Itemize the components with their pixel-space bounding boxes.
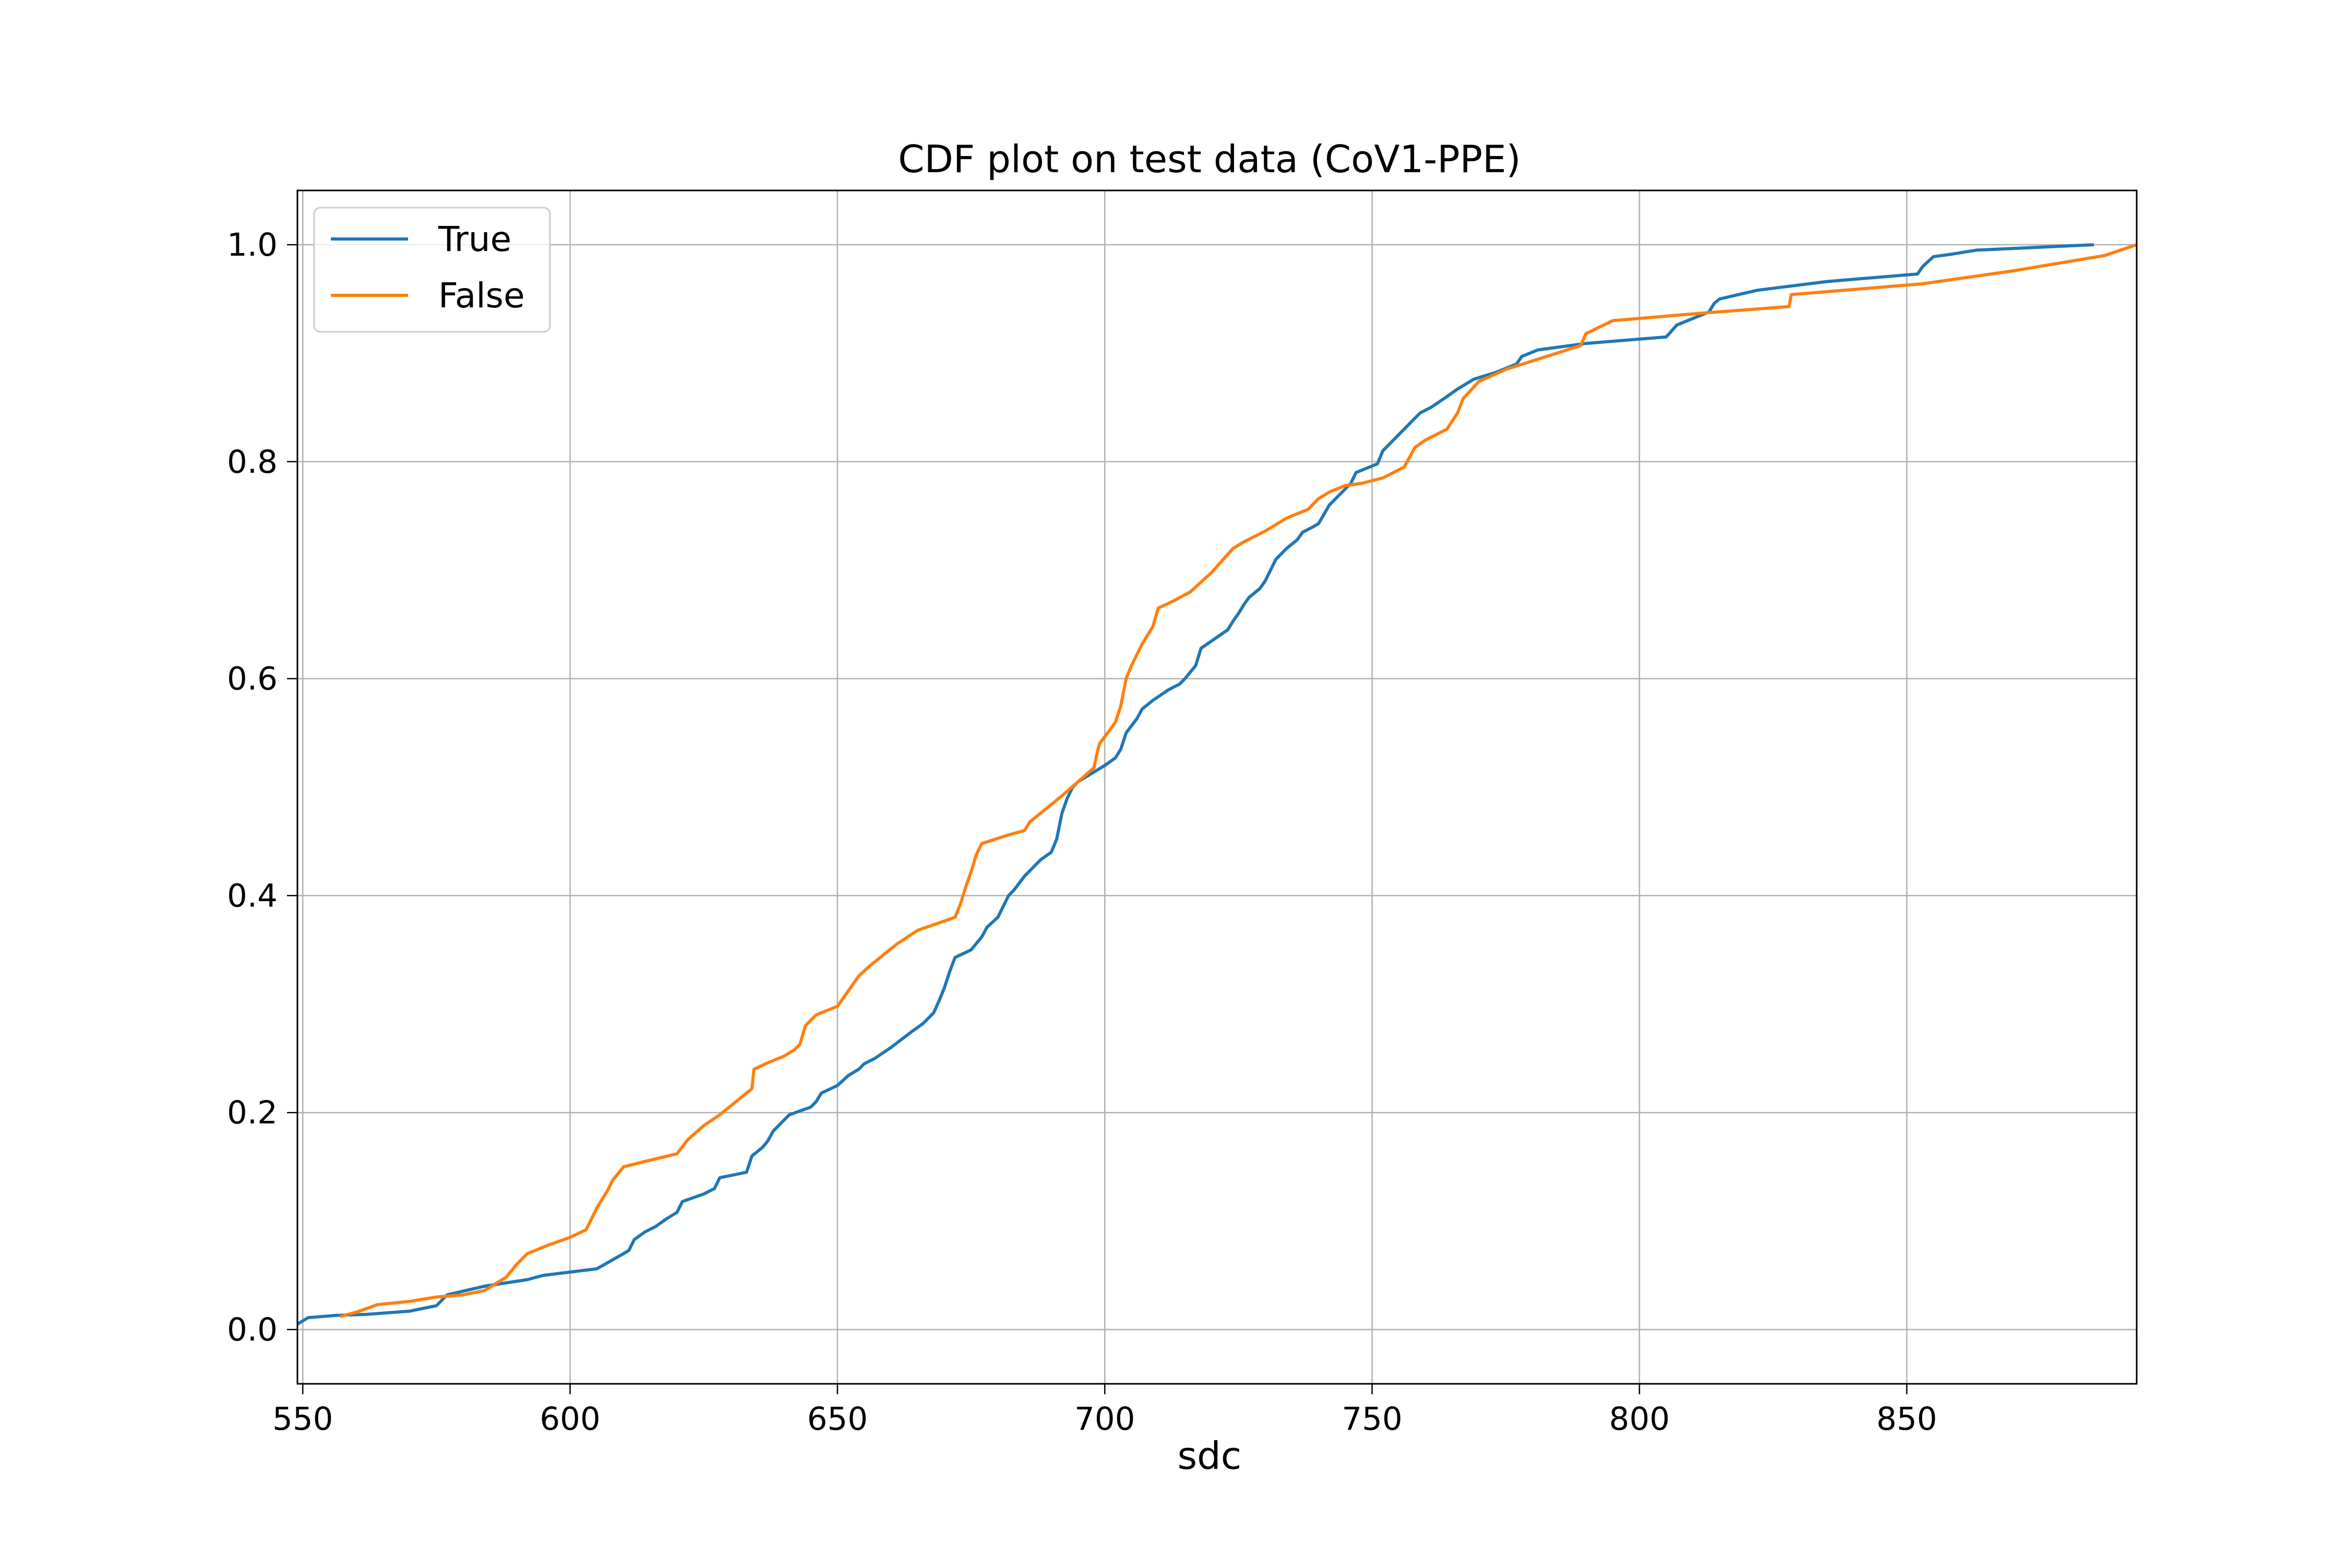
legend: True False xyxy=(313,207,551,333)
x-ticks: 550 600 650 700 750 800 850 xyxy=(272,1384,1937,1438)
y-tick-label: 1.0 xyxy=(227,226,278,264)
y-tick-label: 0.2 xyxy=(227,1094,278,1131)
y-tick: 0.2 xyxy=(227,1094,297,1131)
y-ticks: 0.0 0.2 0.4 0.6 0.8 1.0 xyxy=(227,226,297,1348)
y-tick-label: 0.6 xyxy=(227,661,278,698)
chart-title: CDF plot on test data (CoV1-PPE) xyxy=(898,137,1521,181)
x-tick-label: 650 xyxy=(807,1401,868,1438)
legend-label-true: True xyxy=(438,219,511,259)
y-tick: 1.0 xyxy=(227,226,297,264)
y-tick-label: 0.4 xyxy=(227,877,278,914)
y-tick: 0.4 xyxy=(227,877,297,914)
legend-label-false: False xyxy=(438,276,525,316)
x-tick: 600 xyxy=(540,1384,601,1438)
x-tick-label: 700 xyxy=(1074,1401,1135,1438)
x-axis-title: sdc xyxy=(1178,1434,1242,1478)
y-tick-label: 0.0 xyxy=(227,1311,278,1348)
x-tick: 800 xyxy=(1609,1384,1670,1438)
x-tick: 650 xyxy=(807,1384,868,1438)
x-tick: 850 xyxy=(1876,1384,1937,1438)
y-tick: 0.8 xyxy=(227,444,297,481)
plot-frame xyxy=(296,189,2138,1385)
series-layer xyxy=(297,243,2137,1326)
series-line-false xyxy=(340,243,2137,1318)
x-tick-label: 800 xyxy=(1609,1401,1670,1438)
grid xyxy=(297,190,2137,1384)
y-tick: 0.0 xyxy=(227,1311,297,1348)
y-tick-label: 0.8 xyxy=(227,444,278,481)
y-tick: 0.6 xyxy=(227,661,297,698)
x-tick: 550 xyxy=(272,1384,333,1438)
x-tick-label: 750 xyxy=(1341,1401,1402,1438)
x-tick-label: 850 xyxy=(1876,1401,1937,1438)
x-tick: 700 xyxy=(1074,1384,1135,1438)
x-tick: 750 xyxy=(1341,1384,1403,1438)
x-tick-label: 600 xyxy=(540,1401,600,1438)
x-tick-label: 550 xyxy=(272,1401,333,1438)
